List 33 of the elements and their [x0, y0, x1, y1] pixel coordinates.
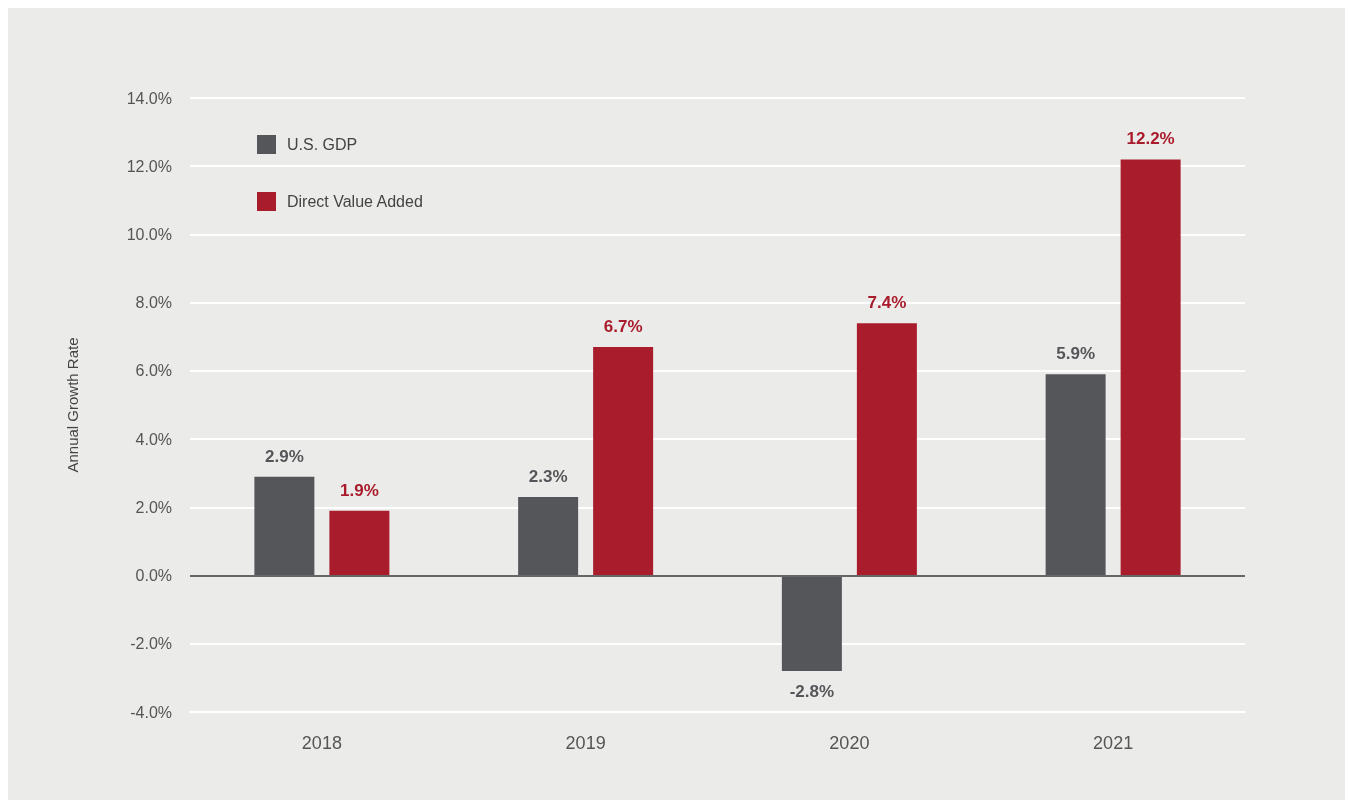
data-label: 1.9%: [340, 480, 379, 500]
legend-label: Direct Value Added: [287, 193, 423, 210]
bar: [254, 476, 315, 576]
y-axis-title: Annual Growth Rate: [64, 337, 81, 473]
y-tick-label: 0.0%: [135, 567, 172, 585]
y-tick-label: 12.0%: [126, 157, 172, 175]
y-tick-label: 6.0%: [135, 362, 172, 380]
bar: [856, 323, 917, 576]
data-label: -2.8%: [789, 682, 835, 702]
bar: [329, 510, 390, 576]
data-label: 12.2%: [1126, 129, 1175, 149]
x-tick-label: 2020: [829, 733, 870, 753]
x-tick-label: 2019: [565, 733, 606, 753]
bar: [781, 575, 842, 672]
y-tick-label: 10.0%: [126, 225, 172, 243]
data-label: 5.9%: [1056, 344, 1095, 364]
bar: [593, 347, 654, 576]
y-tick-label: 4.0%: [135, 430, 172, 448]
bar: [518, 497, 579, 576]
y-tick-label: 8.0%: [135, 294, 172, 312]
y-tick-label: -2.0%: [130, 635, 172, 653]
bar: [1045, 374, 1106, 576]
data-label: 2.3%: [528, 467, 568, 487]
bar: [1120, 159, 1181, 576]
x-tick-label: 2021: [1093, 733, 1134, 753]
x-tick-label: 2018: [301, 733, 342, 753]
data-label: 7.4%: [867, 293, 907, 313]
y-tick-label: -4.0%: [130, 703, 172, 721]
data-label: 2.9%: [265, 446, 304, 466]
y-tick-label: 14.0%: [126, 89, 172, 107]
data-label: 6.7%: [603, 317, 643, 337]
y-tick-label: 2.0%: [135, 498, 172, 516]
legend-label: U.S. GDP: [287, 136, 358, 153]
